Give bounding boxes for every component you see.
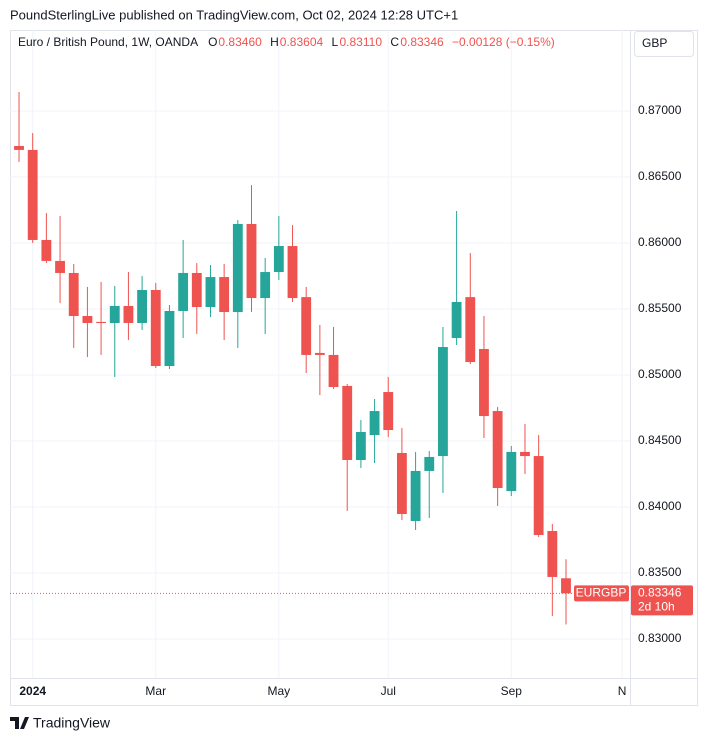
candle-body: [273, 246, 284, 273]
y-tick-label: 0.84000: [638, 499, 682, 513]
legend-value: O: [208, 35, 217, 49]
candle-body: [301, 297, 312, 355]
symbol-tag: [574, 585, 629, 602]
candle-body: [438, 347, 448, 457]
candle-body: [178, 272, 189, 311]
legend-value: H: [270, 35, 279, 49]
y-tick-label: 0.83500: [638, 565, 682, 579]
legend-value: 0.83604: [280, 35, 324, 49]
candle-body: [137, 289, 148, 323]
y-tick-label: 0.85000: [638, 367, 682, 381]
candle-body: [219, 277, 230, 313]
candle-body: [383, 392, 394, 431]
candle-body: [424, 456, 435, 471]
candle-body: [232, 223, 243, 313]
candle-body: [191, 272, 202, 308]
candle-body: [205, 277, 216, 308]
candle-body: [533, 456, 544, 535]
candle-body: [410, 470, 421, 521]
candle-body: [355, 432, 366, 461]
frame: [10, 30, 698, 706]
x-tick-label: Sep: [501, 684, 523, 698]
y-tick-label: 0.83000: [638, 631, 682, 645]
candle-body: [520, 451, 530, 457]
candle-body: [96, 321, 106, 323]
candle-body: [123, 305, 134, 323]
candle-body: [150, 289, 161, 367]
candle-body: [451, 301, 462, 339]
footer: TradingView: [33, 715, 111, 731]
candle-body: [14, 145, 24, 150]
header: PoundSterlingLive published on TradingVi…: [10, 7, 458, 22]
symbol-label: EURGBP: [576, 585, 627, 599]
y-tick-label: 0.87000: [638, 103, 682, 117]
currency-button[interactable]: [634, 31, 694, 57]
legend-value: −0.00128 (−0.15%): [452, 35, 555, 49]
x-tick-label: N: [618, 684, 627, 698]
candle-body: [342, 385, 353, 461]
candle-body: [479, 348, 489, 417]
y-tick-label: 0.86500: [638, 169, 682, 183]
x-tick-label: 2024: [19, 684, 46, 698]
candle-body: [27, 149, 38, 240]
candle-body: [164, 310, 175, 367]
countdown-label: 2d 10h: [638, 599, 675, 613]
candle-body: [55, 260, 65, 273]
price-label: 0.83346: [638, 585, 682, 599]
footer-logo: [10, 717, 29, 729]
legend-value: 0.83346: [400, 35, 444, 49]
candle-body: [492, 411, 503, 488]
y-tick-label: 0.84500: [638, 433, 682, 447]
candle-body: [547, 531, 558, 577]
candle-body: [369, 411, 380, 436]
legend-value: 0.83460: [218, 35, 262, 49]
x-tick-label: May: [268, 684, 291, 698]
legend-value: 0.83110: [340, 35, 383, 49]
x-tick-label: Mar: [145, 684, 166, 698]
candle-body: [314, 352, 325, 355]
price-tag: [631, 585, 693, 616]
candle-body: [506, 451, 517, 492]
y-tick-label: 0.85500: [638, 301, 682, 315]
legend-title: Euro / British Pound, 1W, OANDA: [18, 35, 198, 49]
candle-body: [246, 223, 257, 299]
candle-body: [68, 272, 79, 316]
currency[interactable]: GBP: [642, 36, 667, 50]
candle-body: [465, 297, 476, 363]
candle-body: [41, 239, 52, 261]
candle-body: [287, 246, 298, 299]
y-tick-label: 0.86000: [638, 235, 682, 249]
candle-body: [260, 272, 271, 299]
candle-body: [561, 578, 571, 594]
candle-body: [109, 305, 120, 323]
legend-value: C: [390, 35, 399, 49]
candle-body: [396, 453, 407, 514]
candle-body: [82, 315, 93, 323]
candle-body: [328, 354, 339, 388]
x-tick-label: Jul: [381, 684, 396, 698]
legend-value: L: [332, 35, 339, 49]
